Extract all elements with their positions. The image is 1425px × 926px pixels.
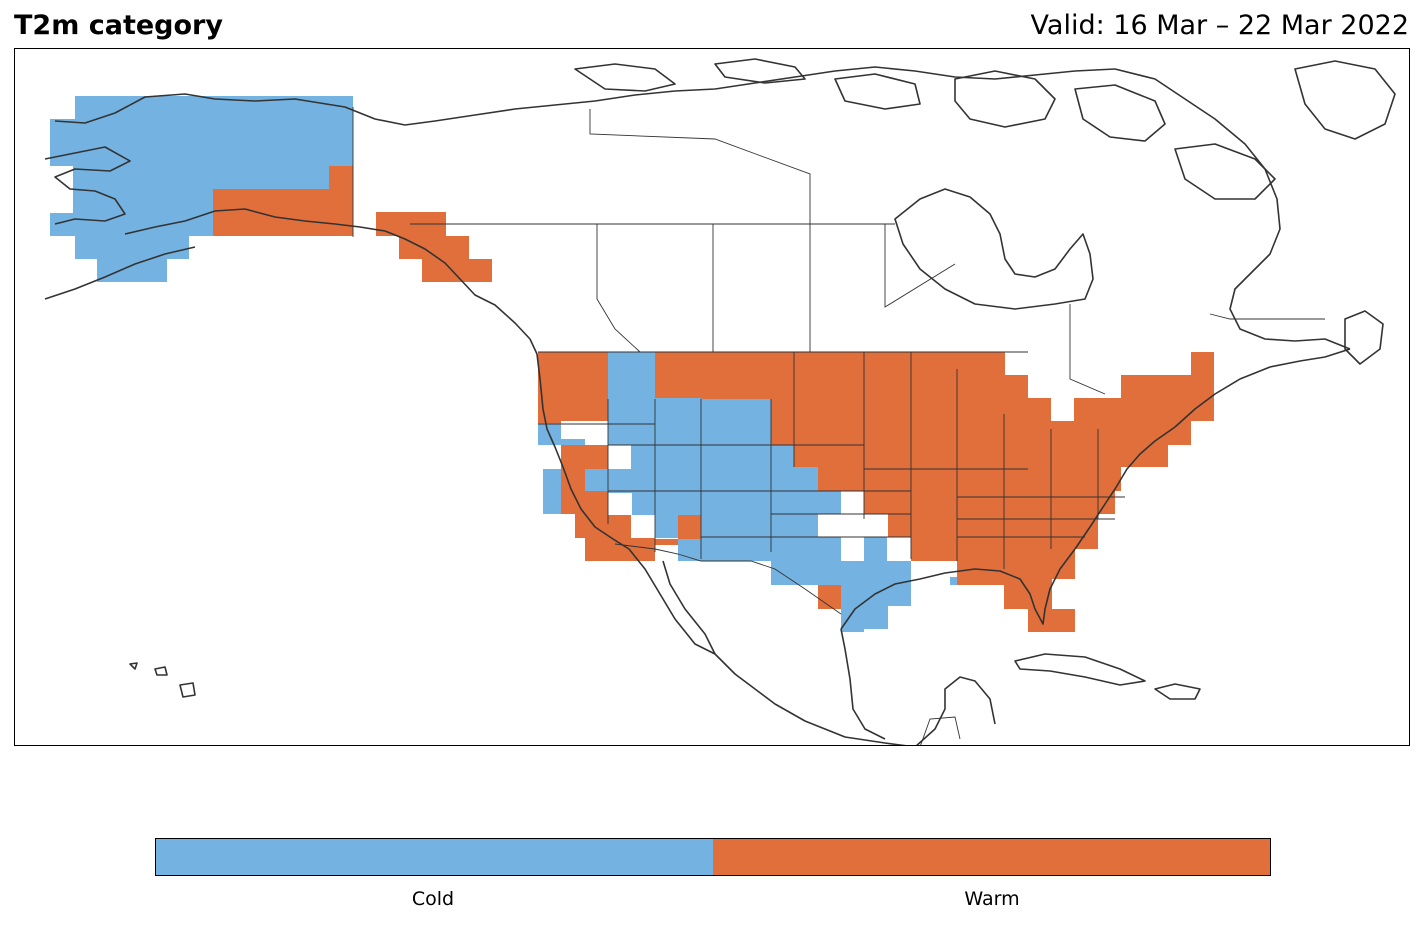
category-shading: [50, 96, 1214, 632]
map-panel: [14, 48, 1410, 746]
north-america-map: [44, 58, 1396, 745]
region-idaho-cold: [608, 352, 655, 398]
region-california-warm: [561, 445, 701, 561]
coastlines: [44, 58, 1396, 745]
region-panhandle-warm: [376, 212, 492, 282]
region-west-cold: [538, 352, 960, 632]
colorbar-segment-cold: [156, 839, 713, 875]
valid-period: Valid: 16 Mar – 22 Mar 2022: [1030, 10, 1409, 41]
colorbar: [155, 838, 1271, 876]
colorbar-label-cold: Cold: [411, 888, 455, 910]
region-central-east-warm: [655, 352, 1214, 632]
region-alaska-cold: [50, 96, 353, 282]
colorbar-label-warm: Warm: [964, 888, 1020, 910]
political-borders: [352, 107, 1325, 745]
region-south-alaska-warm: [213, 166, 353, 236]
region-gulf-warm: [818, 585, 841, 609]
colorbar-segment-warm: [713, 839, 1270, 875]
map-title: T2m category: [14, 10, 223, 41]
